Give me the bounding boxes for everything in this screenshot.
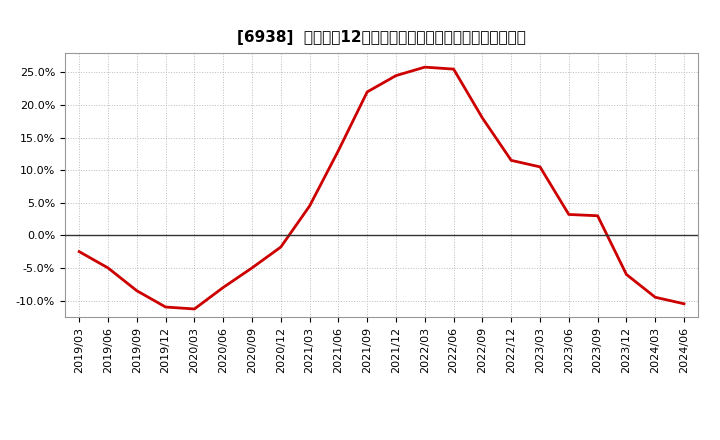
- Title: [6938]  売上高の12か月移動合計の対前年同期増減率の推移: [6938] 売上高の12か月移動合計の対前年同期増減率の推移: [237, 29, 526, 45]
